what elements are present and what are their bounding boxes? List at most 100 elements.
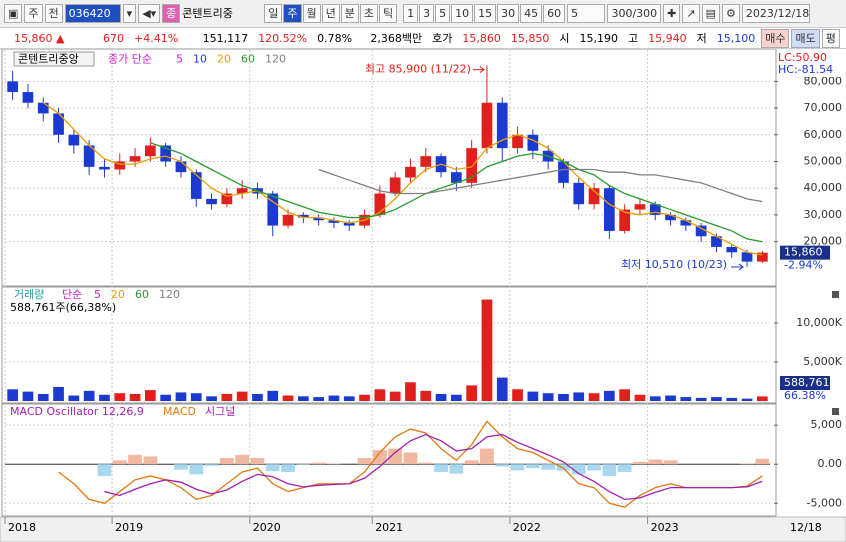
- candle-body: [221, 193, 233, 205]
- period-button[interactable]: 일: [264, 3, 283, 23]
- minute-button[interactable]: 1: [403, 3, 419, 23]
- open-label: 시: [559, 32, 570, 45]
- ask: 15,860: [462, 31, 501, 45]
- signal-legend: 시그널: [205, 405, 235, 418]
- volume-bar: [68, 395, 80, 401]
- y-tick-label: 5,000K: [803, 355, 842, 368]
- candle-body: [649, 204, 661, 215]
- volume-bar: [603, 390, 615, 401]
- oscillator-bar: [648, 459, 663, 465]
- volume-bar: [160, 394, 172, 401]
- lc-label: LC:50.90: [778, 51, 827, 64]
- hc-label: HC:-81.54: [778, 63, 833, 76]
- oscillator-bar: [587, 464, 601, 471]
- x-tick-label: 2022: [513, 521, 541, 534]
- legend-item: 20: [111, 288, 125, 301]
- candle-body: [481, 102, 493, 149]
- oscillator-bar: [663, 460, 678, 465]
- oscillator-bar: [464, 460, 479, 465]
- label-box: [13, 51, 95, 67]
- candle-body: [7, 81, 19, 93]
- candle-body: [190, 172, 202, 199]
- volume-bar: [588, 393, 600, 401]
- board-select[interactable]: 전: [44, 3, 63, 23]
- volume-bar: [435, 393, 447, 401]
- volume-bar: [236, 391, 248, 401]
- low-arrow: [731, 263, 744, 271]
- period-button[interactable]: 월: [302, 3, 321, 23]
- low-label: 저: [696, 32, 707, 45]
- minute-button[interactable]: 45: [520, 3, 543, 23]
- period-button[interactable]: 초: [359, 3, 379, 23]
- date-input[interactable]: 2023/12/18: [741, 3, 810, 23]
- moving-average-line: [318, 168, 763, 203]
- panel-frame: [1, 48, 777, 287]
- sell-button[interactable]: 매도: [791, 28, 820, 48]
- volume-bar: [37, 393, 49, 401]
- candle-body: [343, 222, 355, 226]
- candle-body: [420, 156, 432, 167]
- oscillator-bar: [403, 452, 418, 465]
- high-label: 고: [627, 32, 639, 45]
- candle-body: [114, 161, 126, 170]
- oscillator-bar: [633, 461, 647, 465]
- minute-button[interactable]: 5: [435, 3, 451, 23]
- last-price-box: [780, 245, 830, 260]
- period-button[interactable]: 틱: [379, 3, 398, 23]
- code-input[interactable]: 036420: [64, 3, 121, 23]
- last-pct-label: -2.94%: [784, 259, 823, 272]
- oscillator-bar: [281, 464, 295, 473]
- volume-bar: [7, 389, 19, 401]
- market-select[interactable]: 주: [24, 3, 43, 23]
- tool-button[interactable]: ↗: [682, 3, 700, 23]
- legend-item: 120: [265, 53, 286, 66]
- last-date-label: 12/18: [790, 521, 822, 534]
- high: 15,940: [648, 31, 687, 45]
- x-tick-label: 2021: [375, 521, 403, 534]
- minute-button[interactable]: 60: [543, 3, 566, 23]
- menu-button[interactable]: ▣: [4, 3, 23, 23]
- sound-button[interactable]: ◀▾: [138, 3, 161, 23]
- range-input[interactable]: 300/300: [607, 3, 662, 23]
- candle-body: [175, 161, 187, 173]
- y-tick-label: 80,000: [804, 74, 843, 87]
- minute-button[interactable]: 3: [419, 3, 435, 23]
- tool-button[interactable]: ✚: [663, 3, 681, 23]
- candle-body: [634, 204, 646, 210]
- y-tick-label: 40,000: [804, 181, 843, 194]
- bid: 15,850: [510, 31, 550, 45]
- price: 15,860 ▲: [14, 31, 65, 45]
- period-button[interactable]: 분: [340, 3, 359, 23]
- avg-button[interactable]: 평: [821, 28, 840, 48]
- moving-average-line: [150, 142, 763, 243]
- volume-bar: [343, 396, 355, 401]
- save-button[interactable]: ▤: [701, 3, 721, 23]
- buy-button[interactable]: 매수: [761, 28, 790, 48]
- settings-button[interactable]: ⚙: [722, 3, 740, 23]
- high-note: 최고 85,900 (11/22): [365, 63, 471, 76]
- minute-group: 1 3 5 10 15 30 45 60: [403, 3, 566, 23]
- count-select[interactable]: 5: [567, 3, 606, 23]
- volume-bar: [619, 389, 631, 401]
- oscillator-bar: [571, 464, 586, 475]
- x-tick-label: 2018: [8, 521, 36, 534]
- candle-body: [68, 134, 80, 146]
- volume: 151,117: [202, 31, 249, 45]
- search-button[interactable]: ▾: [122, 3, 137, 23]
- candle-body: [680, 220, 692, 226]
- legend-item: 60: [135, 288, 149, 301]
- minute-button[interactable]: 15: [474, 3, 497, 23]
- period-button[interactable]: 주: [283, 3, 302, 23]
- volume-bar: [450, 394, 462, 401]
- minute-button[interactable]: 10: [451, 3, 474, 23]
- minute-button[interactable]: 30: [497, 3, 520, 23]
- oscillator-bar: [755, 458, 770, 465]
- volume-bar: [558, 393, 569, 401]
- volume-bar: [221, 393, 233, 401]
- oscillator-bar: [556, 464, 571, 471]
- badge[interactable]: 종: [162, 3, 181, 23]
- period-button[interactable]: 년: [321, 3, 340, 23]
- last-volume-pct: 66.38%: [784, 389, 826, 402]
- last-volume-label: 588,761: [784, 376, 830, 389]
